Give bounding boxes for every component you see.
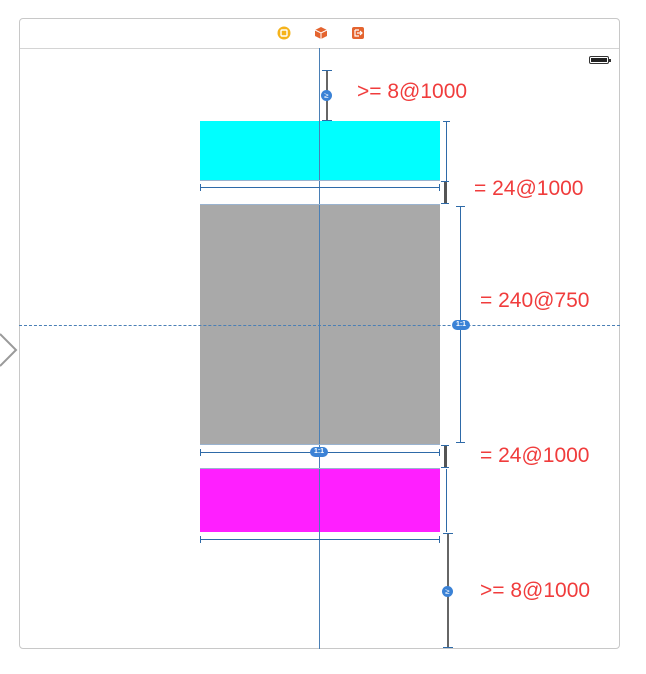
gap-top-constraint[interactable]: [444, 181, 447, 204]
top-space-cap: [322, 120, 332, 121]
bottom-space-annotation: >= 8@1000: [480, 579, 591, 602]
bottom-view-top-edge: [200, 468, 440, 469]
cap: [439, 184, 440, 191]
battery-icon: [589, 56, 611, 64]
top-space-annotation: >= 8@1000: [357, 80, 468, 103]
cap: [439, 449, 440, 456]
cap: [441, 181, 449, 182]
entry-point-arrow-icon[interactable]: [0, 328, 18, 372]
gap-bottom-constraint[interactable]: [444, 445, 447, 468]
middle-view-bottom-edge: [200, 444, 440, 445]
cap: [441, 445, 449, 446]
aspect-ratio-badge[interactable]: 1:1: [310, 447, 328, 457]
aspect-ratio-badge[interactable]: 1:1: [452, 320, 470, 330]
top-view-edge: [200, 180, 440, 181]
bottom-view-width-constraint[interactable]: [200, 539, 440, 540]
cap: [441, 203, 449, 204]
scene-dock: [20, 19, 619, 49]
middle-view[interactable]: [200, 205, 440, 444]
cap: [200, 449, 201, 456]
middle-view-top-edge: [200, 204, 440, 205]
cap: [443, 533, 453, 534]
gap-bottom-annotation: = 24@1000: [480, 444, 590, 467]
exit-icon[interactable]: [351, 26, 365, 40]
top-space-cap: [322, 70, 332, 71]
cap: [443, 647, 453, 648]
vertical-center-guide: [319, 48, 320, 649]
bottom-view-height-constraint[interactable]: [446, 469, 447, 532]
first-responder-icon[interactable]: [314, 26, 328, 40]
height-annotation: = 240@750: [480, 289, 590, 312]
cap: [441, 467, 449, 468]
cap: [443, 121, 450, 122]
top-view-width-constraint[interactable]: [200, 187, 440, 188]
bottom-view[interactable]: [200, 469, 440, 532]
horizontal-center-guide: [19, 325, 620, 326]
cap: [200, 536, 201, 543]
cap: [456, 442, 465, 443]
cap: [456, 206, 465, 207]
bottom-space-badge[interactable]: ≥: [442, 586, 453, 597]
top-space-badge[interactable]: ≥: [321, 90, 332, 101]
top-view-height-constraint[interactable]: [446, 121, 447, 203]
cap: [439, 536, 440, 543]
gap-top-annotation: = 24@1000: [474, 177, 584, 200]
top-view[interactable]: [200, 121, 440, 180]
view-controller-icon[interactable]: [277, 26, 291, 40]
cap: [200, 184, 201, 191]
